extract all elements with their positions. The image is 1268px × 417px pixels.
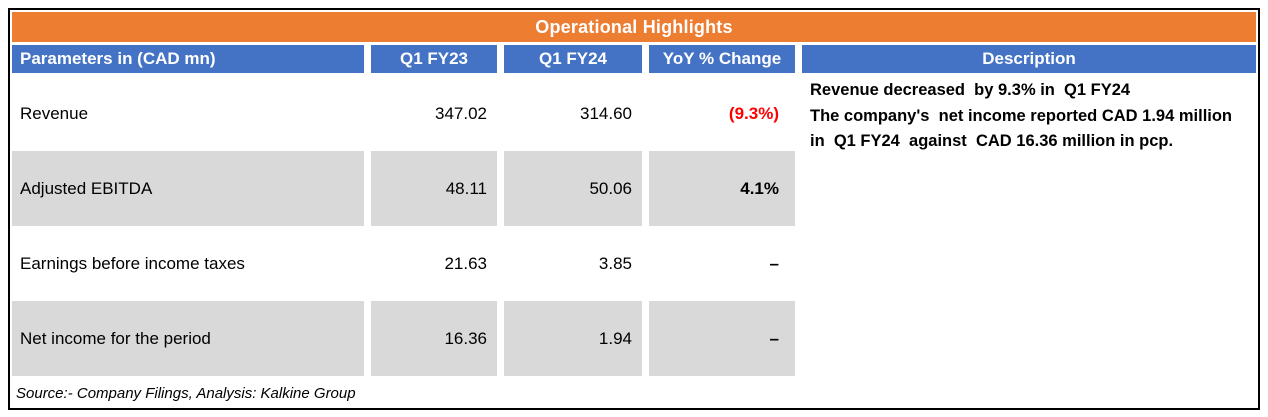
q1fy24-value: 314.60 bbox=[504, 76, 642, 151]
column-header-parameters: Parameters in (CAD mn) bbox=[12, 45, 364, 76]
yoy-change-value: – bbox=[649, 301, 795, 376]
yoy-change-value: (9.3%) bbox=[649, 76, 795, 151]
row-parameter: Revenue bbox=[12, 76, 364, 151]
column-header-q1fy23: Q1 FY23 bbox=[371, 45, 497, 76]
q1fy23-value: 48.11 bbox=[371, 151, 497, 226]
yoy-change-value: – bbox=[649, 226, 795, 301]
yoy-change-value: 4.1% bbox=[649, 151, 795, 226]
q1fy23-value: 16.36 bbox=[371, 301, 497, 376]
row-parameter: Net income for the period bbox=[12, 301, 364, 376]
q1fy23-value: 347.02 bbox=[371, 76, 497, 151]
column-header-q1fy24: Q1 FY24 bbox=[504, 45, 642, 76]
q1fy24-value: 3.85 bbox=[504, 226, 642, 301]
operational-highlights-panel: Operational Highlights Parameters in (CA… bbox=[8, 8, 1260, 410]
q1fy24-value: 1.94 bbox=[504, 301, 642, 376]
q1fy24-value: 50.06 bbox=[504, 151, 642, 226]
description-line-2: The company's net income reported CAD 1.… bbox=[810, 106, 1237, 151]
column-header-description: Description bbox=[802, 45, 1256, 76]
row-parameter: Adjusted EBITDA bbox=[12, 151, 364, 226]
description-line-1: Revenue decreased by 9.3% in Q1 FY24 bbox=[810, 81, 1131, 99]
column-header-yoy-change: YoY % Change bbox=[649, 45, 795, 76]
q1fy23-value: 21.63 bbox=[371, 226, 497, 301]
row-parameter: Earnings before income taxes bbox=[12, 226, 364, 301]
source-note: Source:- Company Filings, Analysis: Kalk… bbox=[16, 385, 356, 402]
description-text: Revenue decreased by 9.3% in Q1 FY24 The… bbox=[802, 76, 1256, 155]
table-title: Operational Highlights bbox=[12, 12, 1256, 42]
highlights-table: Parameters in (CAD mn) Q1 FY23 Q1 FY24 Y… bbox=[12, 45, 1256, 376]
